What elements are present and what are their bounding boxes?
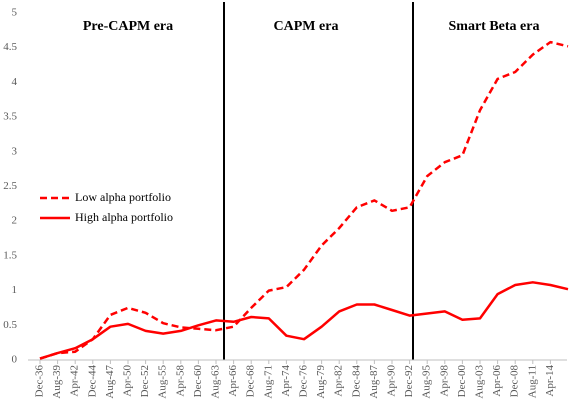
x-tick-label: Dec-44 [86,365,98,398]
x-tick-label: Dec-60 [192,365,204,398]
x-tick-label: Dec-84 [350,365,362,398]
x-tick-label: Apr-66 [227,365,239,397]
x-tick-label: Apr-82 [333,365,345,397]
legend-label: Low alpha portfolio [75,190,171,204]
x-tick-label: Dec-36 [34,365,46,398]
y-tick-label: 3 [12,145,18,157]
y-tick-label: 0.5 [3,319,17,331]
x-tick-label: Dec-52 [139,365,151,397]
x-tick-label: Aug-47 [104,365,116,399]
x-tick-label: Dec-08 [509,365,521,398]
y-tick-label: 4.5 [3,41,17,53]
series-line [39,40,569,360]
y-tick-label: 2 [12,215,18,227]
x-tick-label: Dec-68 [245,365,257,398]
x-tick-label: Apr-42 [69,365,81,397]
y-tick-label: 0 [12,354,18,366]
x-tick-label: Dec-00 [456,365,468,398]
y-tick-label: 2.5 [3,180,17,192]
y-tick-label: 5 [12,7,18,19]
legend-label: High alpha portfolio [75,210,173,224]
x-tick-label: Aug-87 [368,365,380,399]
era-label: CAPM era [274,19,339,34]
x-tick-label: Aug-95 [421,365,433,399]
y-tick-label: 4 [12,76,18,88]
x-tick-label: Dec-76 [298,365,310,398]
x-tick-label: Aug-11 [526,365,538,398]
y-tick-label: 1.5 [3,249,17,261]
x-tick-label: Aug-03 [474,365,486,399]
x-tick-label: Aug-39 [51,365,63,399]
series-line [39,281,569,360]
y-tick-label: 3.5 [3,111,17,123]
x-tick-label: Apr-06 [491,365,503,397]
x-tick-label: Aug-55 [157,365,169,399]
x-tick-label: Aug-79 [315,365,327,399]
x-tick-label: Apr-98 [438,365,450,397]
x-tick-label: Aug-63 [210,365,222,399]
x-tick-label: Apr-90 [386,365,398,397]
x-tick-label: Apr-58 [174,365,186,397]
x-tick-label: Apr-50 [122,365,134,397]
x-tick-label: Aug-71 [262,365,274,399]
x-tick-label: Dec-92 [403,365,415,397]
x-tick-label: Apr-14 [544,365,556,397]
era-label: Smart Beta era [449,19,540,34]
era-label: Pre-CAPM era [83,19,173,34]
y-tick-label: 1 [12,284,18,296]
x-tick-label: Apr-74 [280,365,292,397]
